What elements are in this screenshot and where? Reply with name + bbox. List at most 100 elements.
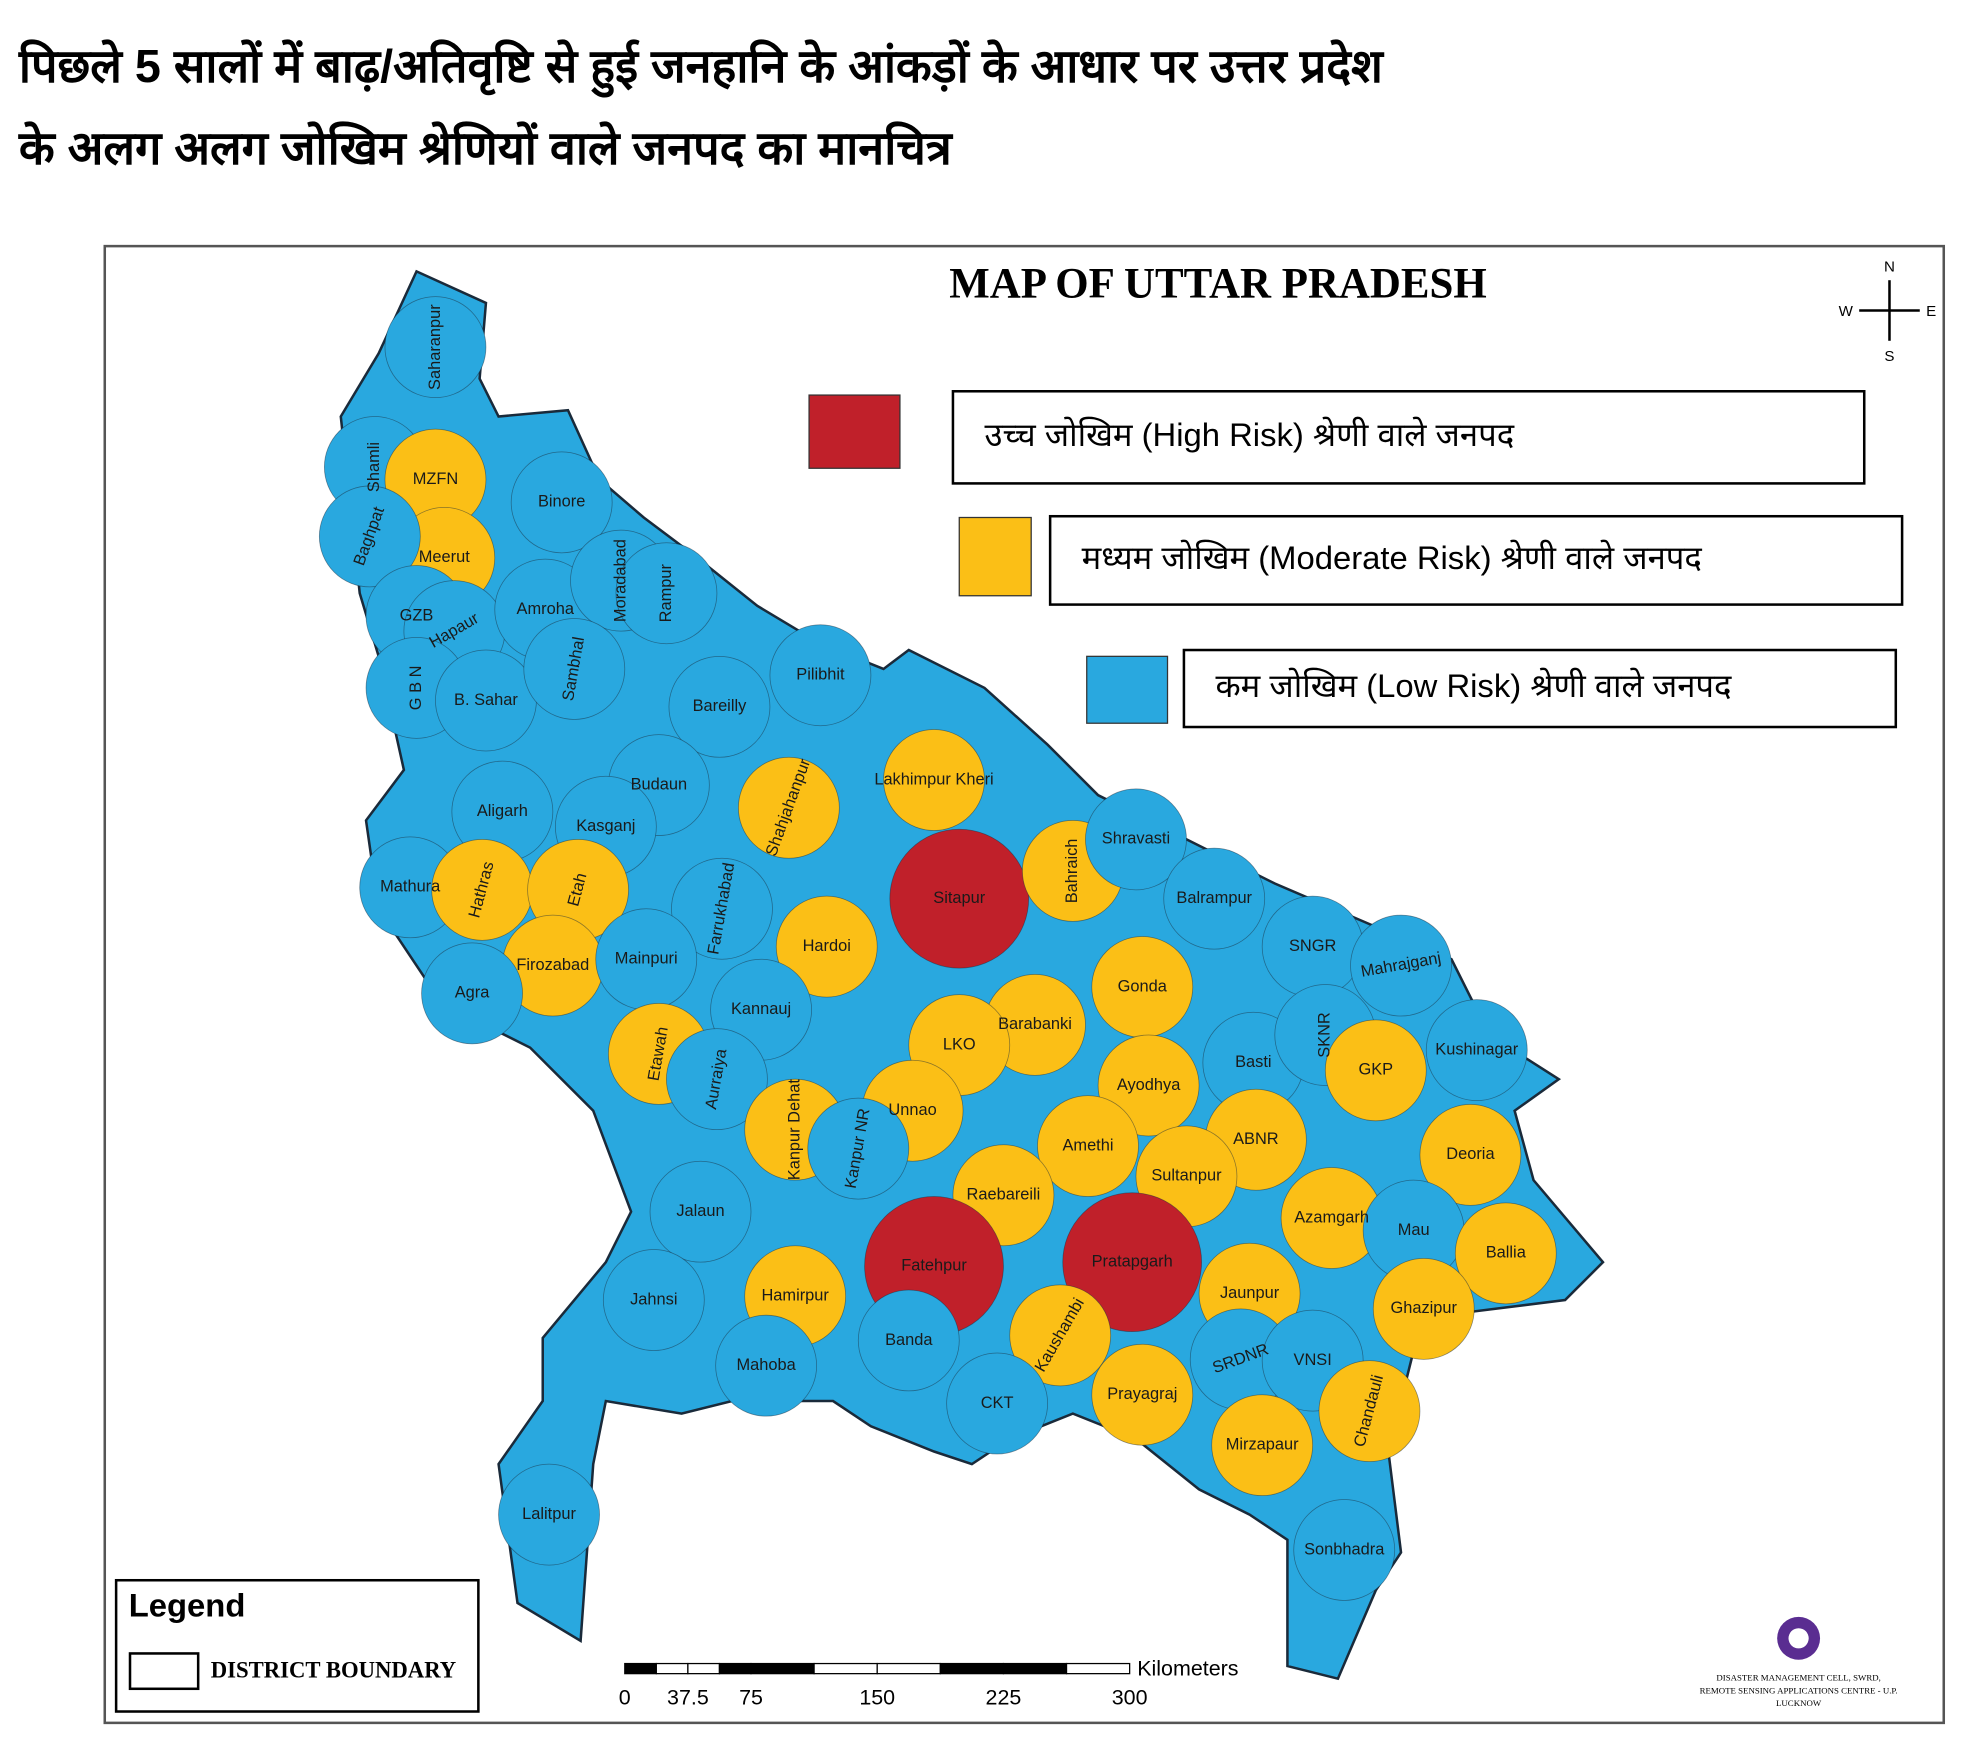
district <box>807 1097 910 1200</box>
district <box>523 618 626 720</box>
district-label: Jalaun <box>676 1202 724 1220</box>
district-label: Lakhimpur Kheri <box>874 770 993 788</box>
district-label: Meerut <box>419 548 470 566</box>
logo <box>1788 1628 1809 1649</box>
district <box>498 1463 600 1566</box>
district-label: Kasganj <box>576 817 635 835</box>
district <box>1372 1258 1475 1360</box>
district-label: Budaun <box>631 775 688 793</box>
district-label: Prayagraj <box>1107 1385 1177 1403</box>
district <box>946 1352 1048 1455</box>
district-label: Pratapgarh <box>1092 1253 1173 1271</box>
district <box>715 1314 818 1417</box>
district-label: Ballia <box>1486 1244 1527 1262</box>
district <box>510 451 613 554</box>
scale-unit: Kilometers <box>1137 1657 1238 1681</box>
district-label: ABNR <box>1233 1130 1279 1148</box>
district <box>671 857 773 960</box>
district-label: Banda <box>885 1331 933 1349</box>
district <box>666 1028 768 1131</box>
district-label: VNSI <box>1294 1351 1332 1369</box>
district-label: Amethi <box>1062 1136 1113 1154</box>
district-label: Jahnsi <box>630 1290 677 1308</box>
district <box>1293 1499 1396 1601</box>
district-label: Barabanki <box>998 1015 1072 1033</box>
district <box>889 828 1030 969</box>
scale-segment <box>876 1662 941 1675</box>
risk-label: उच्च जोखिम (High Risk) श्रेणी वाले जनपद <box>985 416 1515 453</box>
district-label: Rampur <box>657 564 675 623</box>
district-label: LKO <box>943 1035 976 1053</box>
district <box>1163 847 1266 950</box>
district <box>668 655 771 758</box>
district-label: Deoria <box>1446 1145 1495 1163</box>
scale-segment <box>655 1662 689 1675</box>
compass-label: E <box>1926 303 1936 320</box>
scale-label: 225 <box>986 1686 1022 1710</box>
district-label: Kushinagar <box>1435 1040 1518 1058</box>
district-label: Ghazipur <box>1390 1299 1457 1317</box>
compass: N E S W <box>1839 259 1937 366</box>
district-label: Sultanpur <box>1151 1167 1222 1185</box>
district-label: Mau <box>1398 1221 1430 1239</box>
district <box>1350 914 1452 1017</box>
risk-label-box <box>1182 648 1898 729</box>
district-label: MZFN <box>413 470 459 488</box>
district <box>1419 1104 1522 1206</box>
district <box>1425 999 1528 1101</box>
district <box>615 542 718 645</box>
district-label: Mahoba <box>737 1356 797 1374</box>
scale-label: 75 <box>739 1686 763 1710</box>
district <box>384 296 487 398</box>
compass-label: W <box>1839 303 1854 320</box>
scale-label: 0 <box>619 1686 631 1710</box>
district-label: B. Sahar <box>454 691 518 709</box>
district-label: Sitapur <box>933 889 985 907</box>
scale-segment <box>624 1662 657 1675</box>
district-label: Bareilly <box>693 697 748 715</box>
map-title: MAP OF UTTAR PRADESH <box>949 261 1487 308</box>
risk-label: कम जोखिम (Low Risk) श्रेणी वाले जनपद <box>1215 667 1732 704</box>
district <box>1211 1394 1314 1497</box>
credit-line: DISASTER MANAGEMENT CELL, SWRD, <box>1716 1673 1880 1683</box>
district-label: Agra <box>455 984 491 1002</box>
district-label: SKNR <box>1316 1012 1334 1058</box>
district <box>1062 1192 1202 1332</box>
district-label: GKP <box>1358 1061 1393 1079</box>
legend-title: Legend <box>129 1587 246 1624</box>
title-line: पिछले 5 सालों में बाढ़/अतिवृष्टि से हुई … <box>18 39 1385 98</box>
district <box>1324 1019 1427 1122</box>
district-label: Pilibhit <box>796 666 845 684</box>
district <box>1037 1095 1139 1197</box>
district-label: Sonbhadra <box>1304 1540 1385 1558</box>
district-label: GZB <box>400 606 434 624</box>
risk-swatch <box>1086 655 1169 724</box>
district-label: Hardoi <box>803 937 851 955</box>
legend-swatch <box>128 1652 200 1691</box>
district-label: Binore <box>538 493 585 511</box>
district-label: Mirzapaur <box>1226 1436 1299 1454</box>
legend-item: DISTRICT BOUNDARY <box>211 1658 456 1683</box>
district <box>769 624 872 727</box>
district <box>1009 1284 1112 1387</box>
district-label: Azamgarh <box>1294 1208 1369 1226</box>
credit-line: REMOTE SENSING APPLICATIONS CENTRE - U.P… <box>1700 1685 1898 1695</box>
scale-label: 37.5 <box>667 1686 709 1710</box>
risk-label: मध्यम जोखिम (Moderate Risk) श्रेणी वाले … <box>1082 539 1703 576</box>
district-label: Bahraich <box>1063 839 1081 904</box>
scale-label: 150 <box>859 1686 895 1710</box>
district-label: Raebareili <box>967 1186 1041 1204</box>
scale-label: 300 <box>1112 1686 1148 1710</box>
scale-segment <box>1065 1662 1131 1675</box>
district-label: G B N <box>407 666 425 711</box>
district <box>1091 1343 1194 1446</box>
risk-label-box <box>1048 514 1904 606</box>
district-label: Kannauj <box>731 1000 791 1018</box>
district-label: Mainpuri <box>615 950 678 968</box>
district-label: Basti <box>1235 1053 1271 1071</box>
district <box>1454 1202 1557 1305</box>
compass-label: S <box>1884 348 1894 365</box>
district <box>1318 1360 1421 1462</box>
district-label: Fatehpur <box>901 1256 967 1274</box>
